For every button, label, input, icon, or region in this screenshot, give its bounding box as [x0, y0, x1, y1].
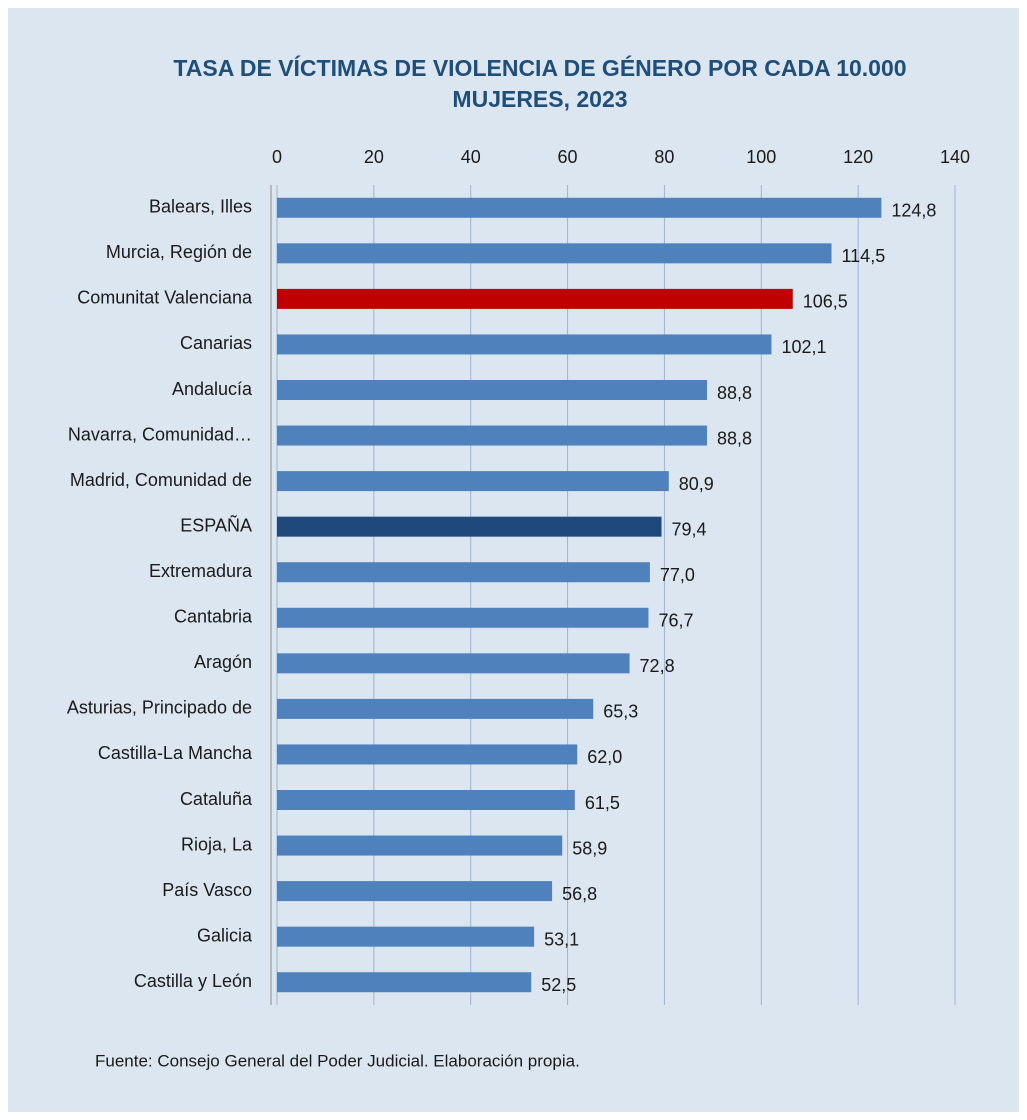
- bar: [277, 516, 662, 537]
- y-tick-label: Canarias: [180, 333, 252, 353]
- y-tick-label: Comunitat Valenciana: [77, 288, 253, 308]
- source-note: Fuente: Consejo General del Poder Judici…: [95, 1051, 580, 1070]
- bar: [277, 653, 630, 674]
- y-tick-label: Balears, Illes: [149, 197, 252, 217]
- value-label: 52,5: [541, 975, 576, 995]
- y-tick-label: Castilla-La Mancha: [98, 743, 253, 763]
- bar: [277, 288, 793, 309]
- value-label: 62,0: [587, 747, 622, 767]
- y-tick-label: ESPAÑA: [180, 514, 252, 535]
- bar: [277, 380, 708, 400]
- bar: [277, 334, 772, 355]
- value-label: 88,8: [717, 428, 752, 448]
- value-label: 79,4: [672, 519, 707, 539]
- value-label: 77,0: [660, 565, 695, 585]
- value-label: 53,1: [544, 929, 579, 949]
- x-tick-label: 40: [461, 147, 481, 167]
- y-tick-label: Asturias, Principado de: [67, 698, 252, 718]
- bar: [277, 835, 563, 856]
- value-label: 65,3: [603, 702, 638, 722]
- bar: [277, 562, 650, 583]
- value-label: 61,5: [585, 793, 620, 813]
- bar: [277, 471, 669, 492]
- y-tick-label: País Vasco: [162, 880, 252, 900]
- y-tick-label: Rioja, La: [181, 834, 253, 854]
- y-tick-label: Murcia, Región de: [106, 242, 252, 262]
- y-tick-label: Andalucía: [172, 379, 253, 399]
- value-label: 124,8: [891, 201, 936, 221]
- bar: [277, 744, 578, 765]
- value-label: 114,5: [842, 246, 886, 266]
- y-tick-label: Castilla y León: [134, 971, 252, 991]
- bar: [277, 607, 649, 628]
- y-tick-label: Extremadura: [149, 561, 253, 581]
- y-tick-label: Madrid, Comunidad de: [70, 470, 252, 490]
- y-tick-label: Cantabria: [174, 607, 253, 627]
- y-tick-label: Galicia: [197, 925, 253, 945]
- value-label: 76,7: [658, 611, 693, 631]
- value-label: 102,1: [781, 337, 826, 357]
- chart-title: TASA DE VÍCTIMAS DE VIOLENCIA DE GÉNERO …: [173, 54, 906, 81]
- bar: [277, 790, 575, 810]
- value-label: 56,8: [562, 884, 597, 904]
- bar: [277, 243, 832, 264]
- bar: [277, 698, 594, 719]
- x-tick-label: 120: [843, 147, 873, 167]
- bar: [277, 926, 535, 947]
- y-tick-label: Aragón: [194, 652, 252, 672]
- bar: [277, 425, 708, 446]
- x-tick-label: 80: [654, 147, 674, 167]
- value-label: 58,9: [572, 838, 607, 858]
- y-tick-label: Cataluña: [180, 789, 253, 809]
- value-label: 72,8: [640, 656, 675, 676]
- bar: [277, 972, 532, 993]
- chart-title: MUJERES, 2023: [452, 86, 627, 112]
- x-tick-label: 0: [272, 147, 282, 167]
- x-tick-label: 100: [746, 147, 776, 167]
- y-tick-label: Navarra, Comunidad…: [68, 424, 252, 444]
- bar: [277, 197, 882, 218]
- value-label: 106,5: [803, 292, 848, 312]
- bar: [277, 881, 553, 902]
- value-label: 80,9: [679, 474, 714, 494]
- x-tick-label: 140: [940, 147, 970, 167]
- x-tick-label: 20: [364, 147, 384, 167]
- x-tick-label: 60: [558, 147, 578, 167]
- value-label: 88,8: [717, 383, 752, 403]
